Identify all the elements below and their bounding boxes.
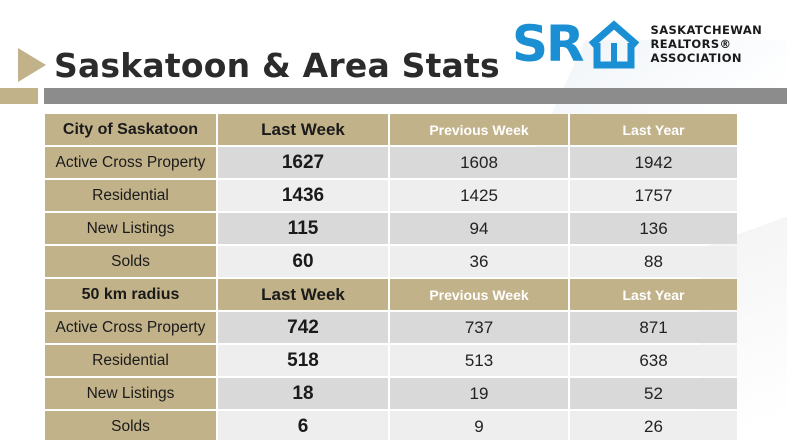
- previous-week-value: 19: [390, 378, 570, 409]
- section-header-row: City of Saskatoon Last Week Previous Wee…: [45, 114, 737, 145]
- last-year-value: 136: [570, 213, 737, 244]
- row-label: New Listings: [45, 213, 218, 244]
- logo-wordmark: SASKATCHEWAN REALTORS® ASSOCIATION: [651, 23, 763, 65]
- sra-logo: SR SASKATCHEWAN REALTORS® ASSOCIATION: [512, 12, 782, 76]
- table-row: Residential 518 513 638: [45, 345, 737, 376]
- row-label: Active Cross Property: [45, 312, 218, 343]
- last-week-value: 60: [218, 246, 390, 277]
- logo-mark: SR: [512, 15, 585, 73]
- table-row: Active Cross Property 742 737 871: [45, 312, 737, 343]
- last-week-value: 518: [218, 345, 390, 376]
- row-label: Active Cross Property: [45, 147, 218, 178]
- table-row: Solds 6 9 26: [45, 411, 737, 440]
- house-icon: [588, 20, 639, 69]
- previous-week-value: 1425: [390, 180, 570, 211]
- table-row: Solds 60 36 88: [45, 246, 737, 277]
- col-header-last-year: Last Year: [570, 279, 737, 310]
- logo-line-3: ASSOCIATION: [650, 51, 742, 65]
- last-year-value: 1757: [570, 180, 737, 211]
- row-label: Solds: [45, 246, 218, 277]
- last-week-value: 1436: [218, 180, 390, 211]
- row-label: Residential: [45, 345, 218, 376]
- divider-bar: [44, 88, 787, 104]
- col-header-last-week: Last Week: [218, 279, 390, 310]
- col-header-last-year: Last Year: [570, 114, 737, 145]
- previous-week-value: 513: [390, 345, 570, 376]
- row-label: Solds: [45, 411, 218, 440]
- row-label: Residential: [45, 180, 218, 211]
- table-row: Active Cross Property 1627 1608 1942: [45, 147, 737, 178]
- previous-week-value: 9: [390, 411, 570, 440]
- section-title: 50 km radius: [45, 279, 218, 310]
- last-week-value: 6: [218, 411, 390, 440]
- previous-week-value: 94: [390, 213, 570, 244]
- previous-week-value: 36: [390, 246, 570, 277]
- last-year-value: 871: [570, 312, 737, 343]
- row-label: New Listings: [45, 378, 218, 409]
- col-header-last-week: Last Week: [218, 114, 390, 145]
- previous-week-value: 1608: [390, 147, 570, 178]
- table-row: Residential 1436 1425 1757: [45, 180, 737, 211]
- section-header-row: 50 km radius Last Week Previous Week Las…: [45, 279, 737, 310]
- triangle-bullet-icon: [18, 48, 46, 82]
- logo-line-1: SASKATCHEWAN: [650, 23, 763, 37]
- last-year-value: 52: [570, 378, 737, 409]
- page-title: Saskatoon & Area Stats: [54, 45, 500, 85]
- col-header-previous-week: Previous Week: [390, 279, 570, 310]
- last-week-value: 18: [218, 378, 390, 409]
- col-header-previous-week: Previous Week: [390, 114, 570, 145]
- last-year-value: 88: [570, 246, 737, 277]
- title-row: Saskatoon & Area Stats: [18, 44, 500, 86]
- previous-week-value: 737: [390, 312, 570, 343]
- last-year-value: 1942: [570, 147, 737, 178]
- last-year-value: 26: [570, 411, 737, 440]
- section-title: City of Saskatoon: [45, 114, 218, 145]
- last-week-value: 1627: [218, 147, 390, 178]
- table-row: New Listings 18 19 52: [45, 378, 737, 409]
- last-year-value: 638: [570, 345, 737, 376]
- last-week-value: 115: [218, 213, 390, 244]
- last-week-value: 742: [218, 312, 390, 343]
- table-row: New Listings 115 94 136: [45, 213, 737, 244]
- stats-table: City of Saskatoon Last Week Previous Wee…: [45, 112, 737, 440]
- accent-bar: [0, 88, 38, 104]
- logo-line-2: REALTORS®: [650, 37, 732, 51]
